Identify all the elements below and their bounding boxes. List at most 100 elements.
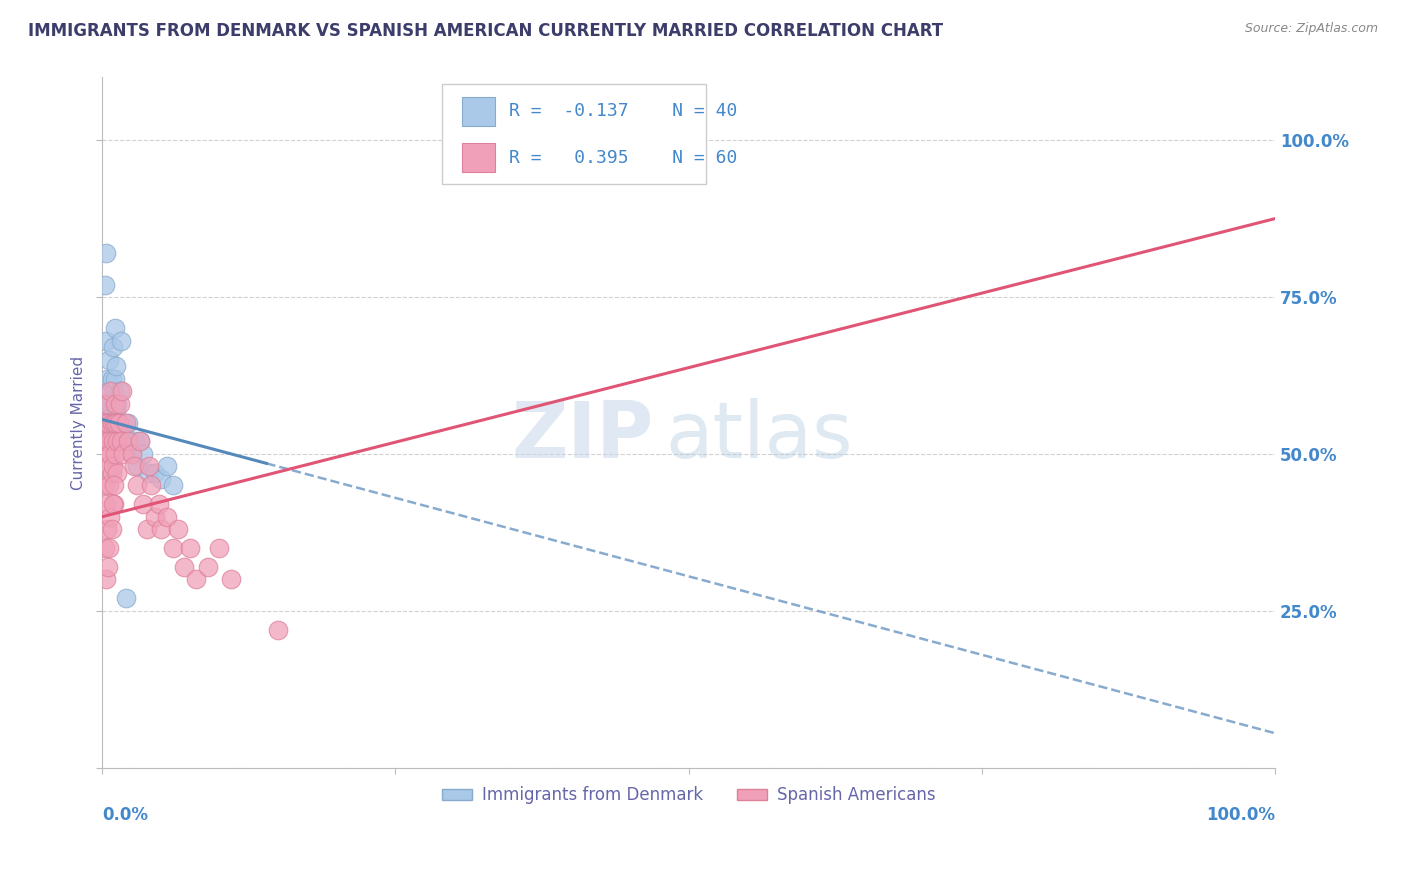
Point xyxy=(94,497,117,511)
Point xyxy=(97,384,120,399)
Point xyxy=(100,509,122,524)
Point xyxy=(103,478,125,492)
Point xyxy=(162,541,184,555)
Point xyxy=(93,541,115,555)
Point xyxy=(143,509,166,524)
Point xyxy=(132,447,155,461)
FancyBboxPatch shape xyxy=(463,144,495,172)
Point xyxy=(103,416,125,430)
Point xyxy=(97,459,120,474)
Point xyxy=(112,416,135,430)
Point xyxy=(107,416,129,430)
Point xyxy=(184,573,207,587)
Point xyxy=(117,434,139,449)
Point xyxy=(162,478,184,492)
Point xyxy=(96,371,118,385)
Point xyxy=(101,428,124,442)
Point xyxy=(98,478,121,492)
Point xyxy=(93,277,115,292)
Point xyxy=(107,466,129,480)
Point xyxy=(94,397,117,411)
Y-axis label: Currently Married: Currently Married xyxy=(72,356,86,490)
Point xyxy=(103,497,125,511)
Point xyxy=(104,321,127,335)
Text: R =  -0.137    N = 40: R = -0.137 N = 40 xyxy=(509,102,738,120)
Point xyxy=(108,384,131,399)
Point xyxy=(107,397,129,411)
Text: ZIP: ZIP xyxy=(512,399,654,475)
Text: Source: ZipAtlas.com: Source: ZipAtlas.com xyxy=(1244,22,1378,36)
Point xyxy=(105,416,128,430)
Point xyxy=(122,459,145,474)
Point xyxy=(208,541,231,555)
Point xyxy=(128,434,150,449)
Point xyxy=(149,472,172,486)
Point xyxy=(112,447,135,461)
Point xyxy=(98,541,121,555)
Point xyxy=(103,384,125,399)
Point xyxy=(103,416,125,430)
Point xyxy=(107,416,129,430)
Point xyxy=(93,478,115,492)
Point xyxy=(121,447,143,461)
Point xyxy=(100,434,122,449)
Point xyxy=(108,397,131,411)
FancyBboxPatch shape xyxy=(463,96,495,126)
Text: R =   0.395    N = 60: R = 0.395 N = 60 xyxy=(509,149,738,167)
Point xyxy=(111,384,134,399)
Point xyxy=(127,478,149,492)
Point xyxy=(96,522,118,536)
Point xyxy=(94,334,117,348)
Point xyxy=(156,509,179,524)
Point xyxy=(100,409,122,424)
Point xyxy=(179,541,201,555)
Point xyxy=(101,434,124,449)
Point xyxy=(97,560,120,574)
Text: IMMIGRANTS FROM DENMARK VS SPANISH AMERICAN CURRENTLY MARRIED CORRELATION CHART: IMMIGRANTS FROM DENMARK VS SPANISH AMERI… xyxy=(28,22,943,40)
Point xyxy=(135,522,157,536)
Point xyxy=(94,573,117,587)
Point xyxy=(267,623,290,637)
Text: atlas: atlas xyxy=(665,399,852,475)
Point xyxy=(100,466,122,480)
Point xyxy=(114,434,136,449)
Point xyxy=(110,434,132,449)
Point xyxy=(100,447,122,461)
Point xyxy=(93,416,115,430)
Point xyxy=(110,334,132,348)
Point xyxy=(104,371,127,385)
Point xyxy=(96,409,118,424)
Point xyxy=(97,422,120,436)
Point xyxy=(132,497,155,511)
Point xyxy=(156,459,179,474)
Point xyxy=(105,359,128,373)
Point xyxy=(97,416,120,430)
Text: 100.0%: 100.0% xyxy=(1206,805,1275,823)
Point xyxy=(101,340,124,354)
Point xyxy=(100,522,122,536)
Point xyxy=(100,371,122,385)
Point xyxy=(124,434,146,449)
Point xyxy=(148,497,170,511)
Point xyxy=(100,384,122,399)
Point xyxy=(138,466,160,480)
Text: 0.0%: 0.0% xyxy=(103,805,148,823)
Point xyxy=(114,416,136,430)
Point xyxy=(93,434,115,449)
Point xyxy=(167,522,190,536)
Point xyxy=(101,459,124,474)
Point xyxy=(94,246,117,260)
Point xyxy=(114,591,136,606)
Point xyxy=(138,459,160,474)
FancyBboxPatch shape xyxy=(443,85,706,185)
Point xyxy=(96,447,118,461)
Point xyxy=(104,447,127,461)
Point xyxy=(197,560,219,574)
Point xyxy=(105,403,128,417)
Point xyxy=(128,434,150,449)
Legend: Immigrants from Denmark, Spanish Americans: Immigrants from Denmark, Spanish America… xyxy=(436,780,942,811)
Point xyxy=(141,478,163,492)
Point xyxy=(98,434,121,449)
Point xyxy=(100,397,122,411)
Point xyxy=(98,397,121,411)
